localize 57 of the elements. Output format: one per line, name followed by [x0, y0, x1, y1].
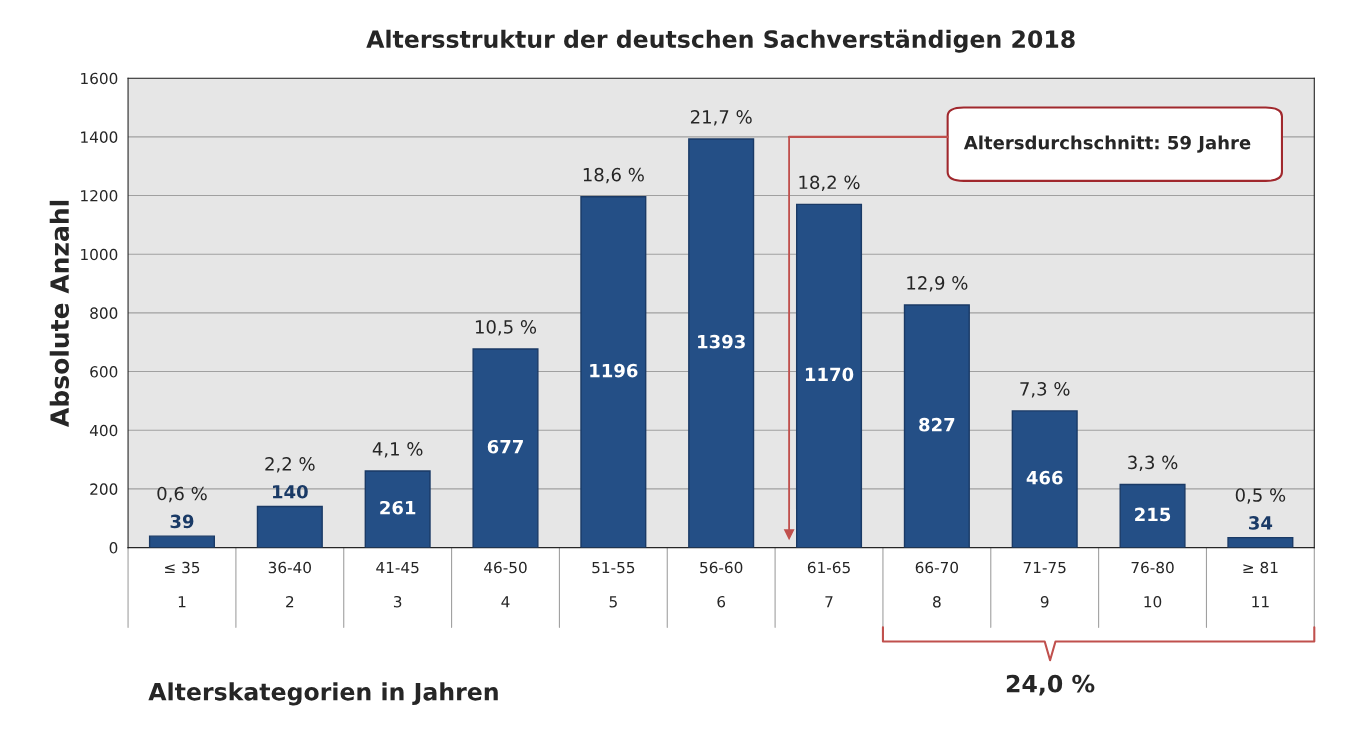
- category-label: 66-70 8: [915, 561, 959, 608]
- data-label: 1393: [698, 334, 745, 349]
- bar: [1119, 483, 1186, 548]
- annotation: 2,2 %: [265, 457, 315, 473]
- annotation: Altersdurchschnitt: 59 Jahre: [963, 135, 1251, 153]
- y-tick-label: 1000: [81, 248, 118, 261]
- annotation: 12,9 %: [907, 276, 968, 292]
- data-label: 677: [487, 439, 523, 454]
- y-tick-label: 1400: [81, 131, 118, 143]
- category-label: ≤ 35 1: [165, 561, 200, 608]
- category-label: 51-55 5: [592, 561, 635, 608]
- y-tick-label: 200: [90, 483, 118, 495]
- annotation: 21,7 %: [690, 110, 752, 126]
- data-label: 215: [1135, 507, 1171, 522]
- annotation: 10,5 %: [475, 320, 537, 336]
- text: 24,0 %: [1006, 674, 1095, 696]
- bar: [256, 505, 323, 548]
- bar: [472, 348, 539, 548]
- y-tick-label: 400: [89, 424, 118, 437]
- annotation: 7,3 %: [1020, 381, 1070, 398]
- data-label: 1196: [590, 363, 638, 378]
- category-label: 61-65 7: [807, 561, 850, 608]
- y-axis-title: Absolute Anzahl: [49, 200, 70, 427]
- bar: [148, 535, 216, 548]
- y-tick-label: 0: [109, 542, 118, 554]
- bar: [1227, 536, 1294, 548]
- category-label: 41-45 3: [376, 561, 419, 608]
- data-label: 466: [1026, 470, 1063, 485]
- category-label: 56-60 6: [700, 561, 743, 608]
- bar: [1011, 410, 1078, 548]
- data-label: 39: [170, 514, 194, 529]
- category-label: ≥ 81 11: [1243, 561, 1278, 608]
- data-label: 827: [919, 417, 955, 432]
- data-label: 261: [380, 500, 416, 515]
- y-tick-label: 1200: [81, 190, 118, 202]
- annotation: 4,1 %: [372, 442, 423, 458]
- annotation: 3,3 %: [1128, 455, 1178, 472]
- bar: [688, 138, 755, 548]
- y-tick-label: 800: [90, 307, 118, 319]
- category-label: 71-75 9: [1023, 561, 1066, 608]
- data-label: 34: [1249, 516, 1273, 530]
- annotation: 0,5 %: [1235, 488, 1286, 504]
- data-label: 140: [273, 484, 308, 499]
- data-label: 1170: [805, 367, 854, 382]
- y-tick-label: 600: [90, 366, 118, 378]
- bar: [903, 304, 970, 548]
- bar: [364, 470, 431, 548]
- annotation: 18,2 %: [799, 175, 860, 191]
- annotation: 0,6 %: [157, 486, 207, 503]
- bar: [580, 196, 647, 548]
- chart-title: Altersstruktur der deutschen Sachverständigen 2018: [366, 29, 1075, 53]
- category-label: 46-50 4: [484, 561, 527, 608]
- category-label: 36-40 2: [268, 561, 311, 608]
- category-label: 76-80 10: [1131, 561, 1174, 608]
- annotation: 18,6 %: [583, 167, 644, 184]
- y-tick-label: 1600: [81, 72, 118, 85]
- text: Alterskategorien in Jahren: [148, 682, 498, 706]
